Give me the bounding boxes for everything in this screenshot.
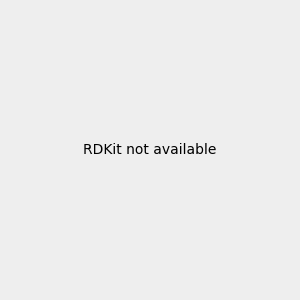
Text: RDKit not available: RDKit not available — [83, 143, 217, 157]
